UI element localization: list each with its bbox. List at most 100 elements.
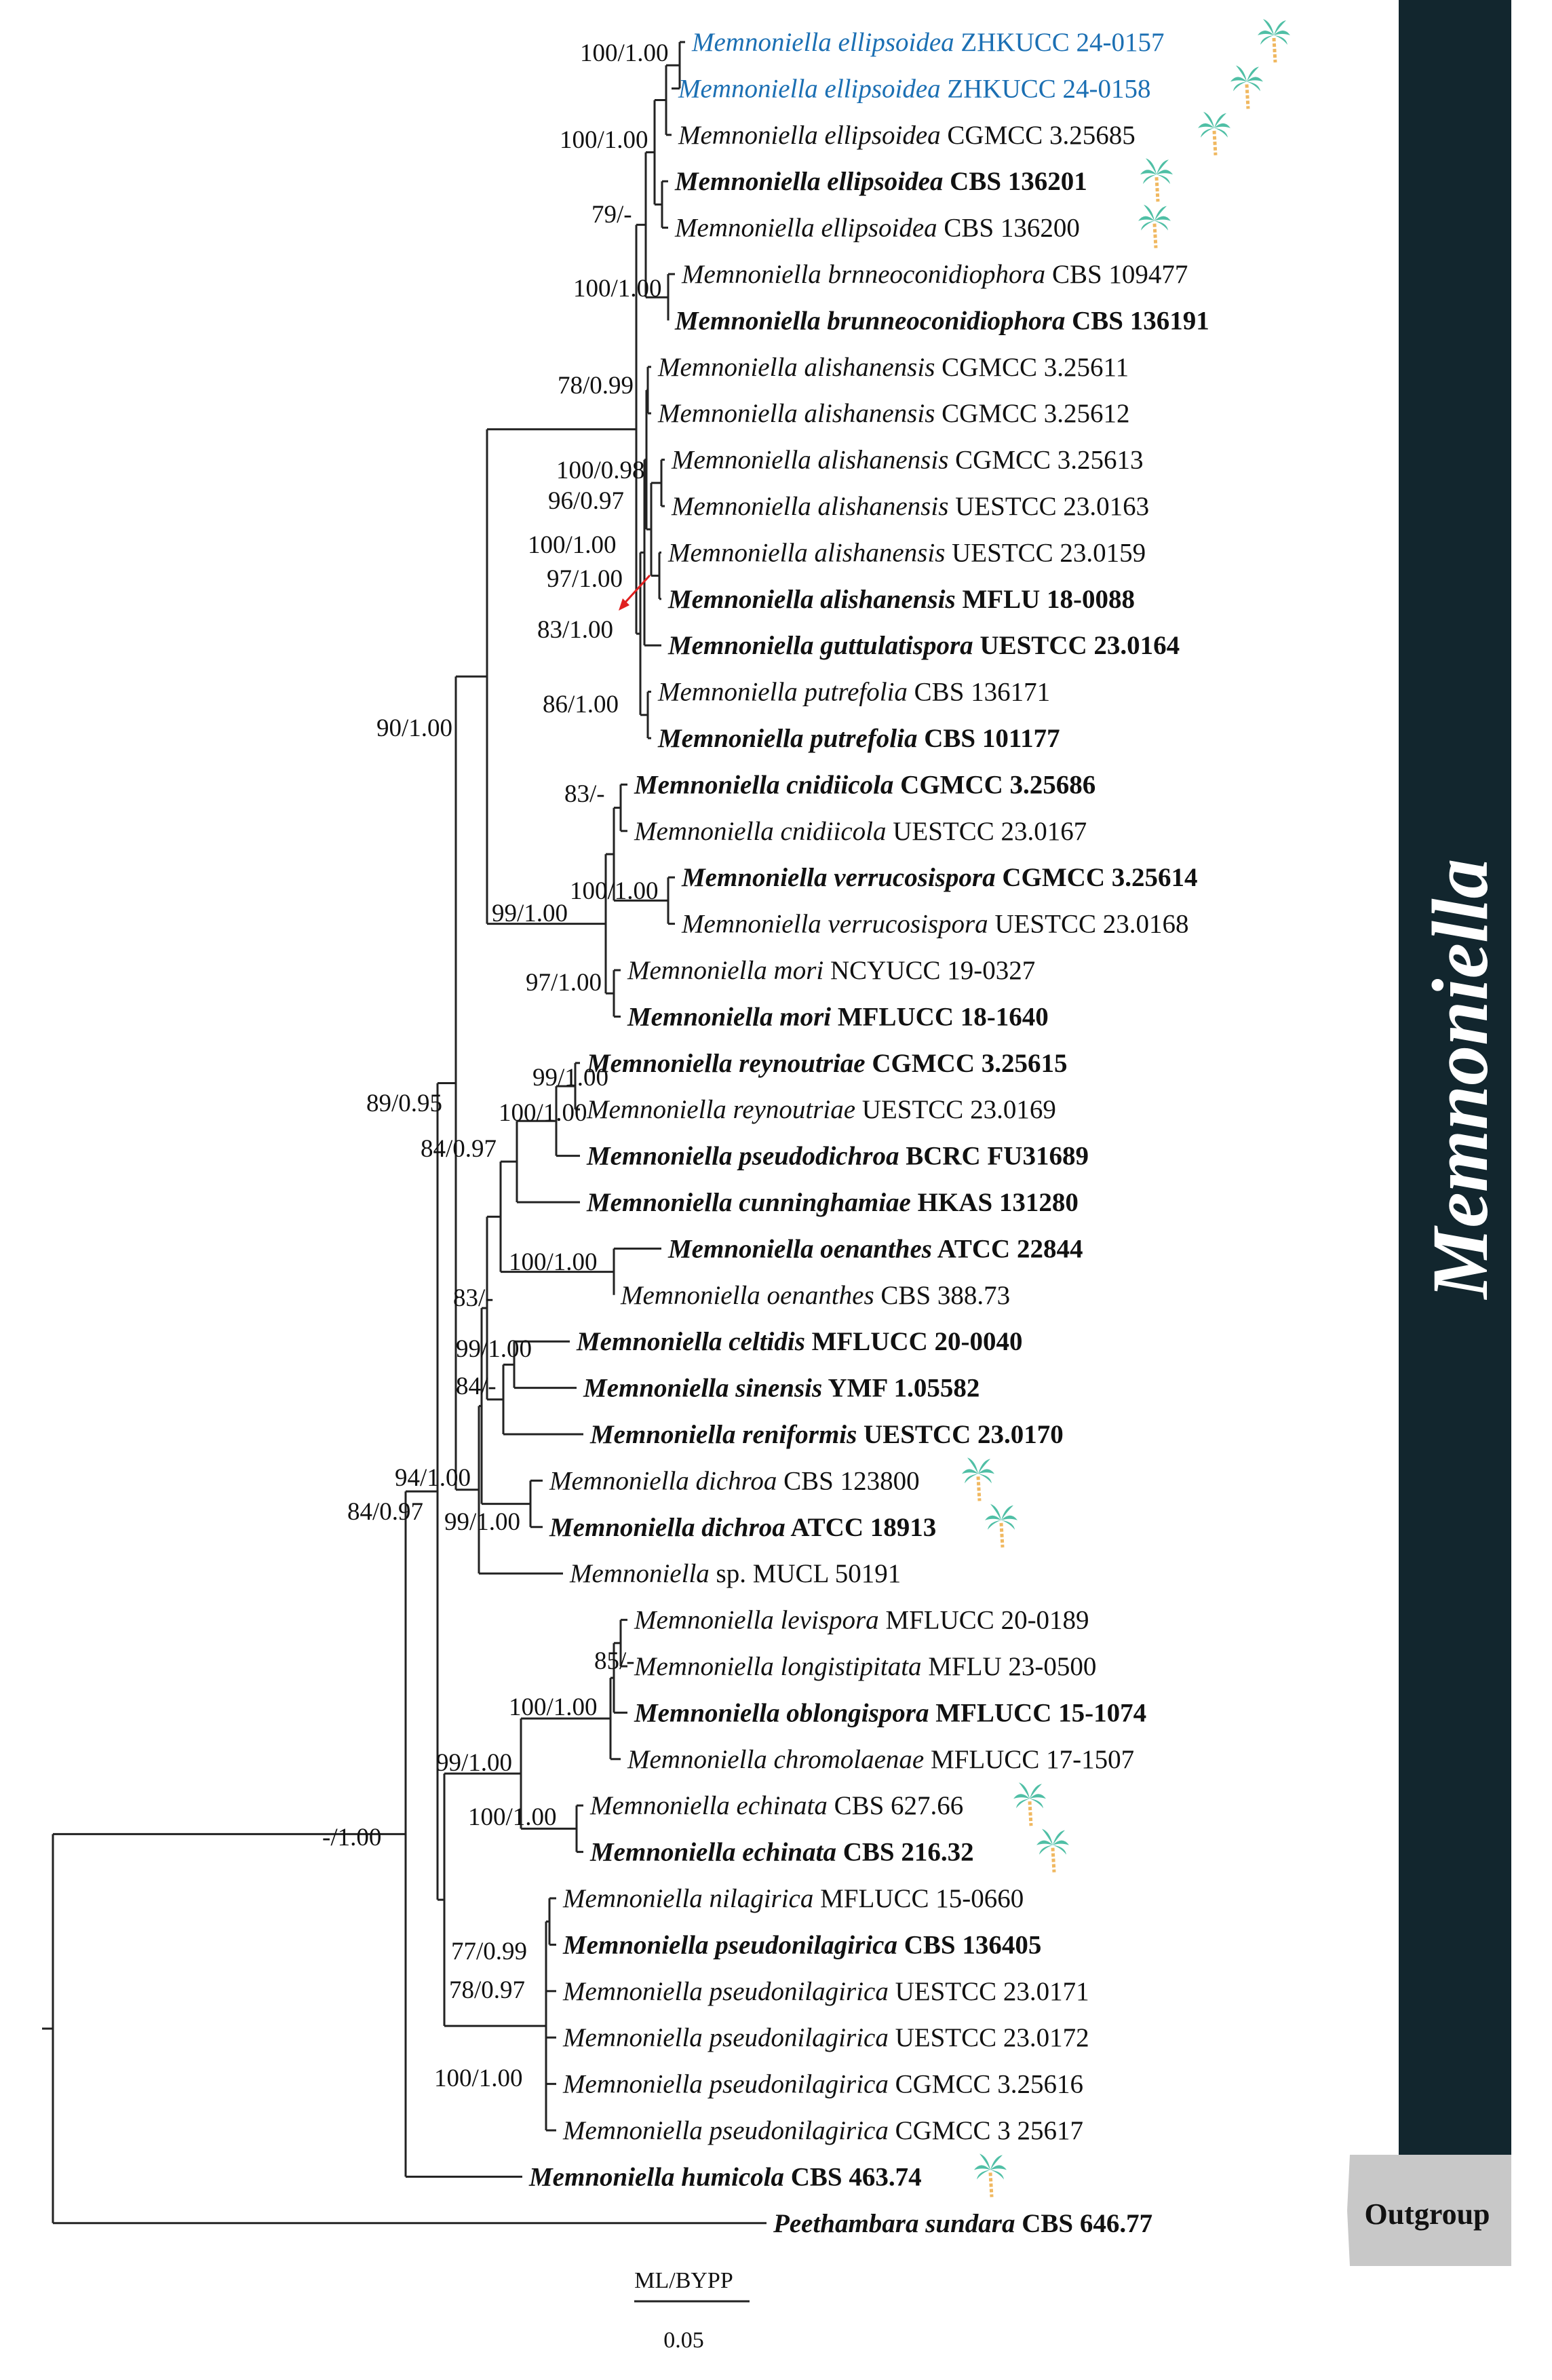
support-value: 100/1.00 bbox=[499, 1099, 587, 1127]
taxon-label: Peethambara sundara CBS 646.77 bbox=[773, 2209, 1152, 2238]
support-value: 83/1.00 bbox=[537, 616, 613, 644]
taxon-species: Memnoniella verrucosispora bbox=[681, 910, 988, 939]
taxon-species: Memnoniella sinensis bbox=[583, 1374, 822, 1403]
taxon-code: CBS 109477 bbox=[1045, 260, 1188, 289]
taxon-code: CBS 388.73 bbox=[874, 1281, 1010, 1310]
taxon-code: CBS 463.74 bbox=[784, 2162, 922, 2191]
support-value: 97/1.00 bbox=[526, 969, 602, 997]
taxon-code: MFLUCC 15-1074 bbox=[929, 1698, 1146, 1727]
taxon-label: Memnoniella alishanensis CGMCC 3.25613 bbox=[671, 446, 1144, 475]
palm-tree-icon bbox=[1138, 204, 1171, 248]
taxon-species: Memnoniella alishanensis bbox=[667, 538, 945, 567]
support-value: 100/1.00 bbox=[573, 275, 662, 303]
scale-title: ML/BYPP bbox=[634, 2268, 733, 2293]
support-value: 84/- bbox=[456, 1373, 497, 1400]
taxon-code: UESTCC 23.0170 bbox=[857, 1420, 1063, 1449]
taxon-code: CBS 646.77 bbox=[1015, 2209, 1152, 2238]
taxon-species: Memnoniella ellipsoidea bbox=[674, 214, 937, 243]
taxon-code: CBS 136171 bbox=[908, 678, 1050, 707]
taxon-code: ZHKUCC 24-0157 bbox=[954, 28, 1165, 57]
taxon-species: Memnoniella longistipitata bbox=[634, 1652, 922, 1681]
tree-branches bbox=[42, 41, 767, 2225]
taxon-code: MFLU 23-0500 bbox=[922, 1652, 1097, 1681]
taxon-species: Memnoniella alishanensis bbox=[671, 446, 948, 475]
support-value: 79/- bbox=[591, 201, 632, 229]
taxon-label: Memnoniella brunneoconidiophora CBS 1361… bbox=[674, 306, 1209, 335]
taxon-species: Memnoniella cnidiicola bbox=[634, 770, 893, 799]
taxon-species: Memnoniella dichroa bbox=[549, 1466, 777, 1495]
taxon-code: ATCC 18913 bbox=[785, 1513, 936, 1542]
taxon-label: Memnoniella alishanensis CGMCC 3.25611 bbox=[657, 353, 1129, 382]
palm-tree-icon bbox=[1036, 1828, 1069, 1873]
taxon-label: Memnoniella pseudonilagirica UESTCC 23.0… bbox=[562, 1977, 1089, 2006]
taxon-code: CGMCC 3.25613 bbox=[948, 446, 1143, 475]
support-value: 84/0.97 bbox=[421, 1135, 497, 1163]
taxon-code: CBS 627.66 bbox=[828, 1791, 963, 1820]
red-arrow bbox=[621, 574, 651, 607]
taxon-species: Memnoniella dichroa bbox=[549, 1513, 785, 1542]
support-value: 96/0.97 bbox=[548, 487, 624, 515]
palm-tree-icon bbox=[1230, 65, 1263, 109]
support-value: -/1.00 bbox=[322, 1824, 381, 1851]
palm-tree-icon bbox=[1140, 158, 1173, 202]
taxon-code: MUCL 50191 bbox=[746, 1559, 901, 1588]
outgroup-box bbox=[1347, 2155, 1511, 2266]
taxon-label: Memnoniella oblongispora MFLUCC 15-1074 bbox=[634, 1698, 1146, 1727]
taxon-species: Memnoniella alishanensis bbox=[657, 353, 935, 382]
taxon-label: Memnoniella verrucosispora UESTCC 23.016… bbox=[681, 910, 1188, 939]
clade-bar bbox=[1399, 0, 1511, 2155]
taxon-species: Memnoniella oenanthes bbox=[667, 1234, 932, 1263]
taxon-code: CGMCC 3.25686 bbox=[893, 770, 1095, 799]
outgroup-label: Outgroup bbox=[1364, 2197, 1490, 2231]
taxon-code: MFLU 18-0088 bbox=[956, 585, 1135, 614]
taxon-label: Memnoniella ellipsoidea ZHKUCC 24-0157 bbox=[691, 28, 1165, 57]
taxon-label: Memnoniella cnidiicola CGMCC 3.25686 bbox=[634, 770, 1095, 799]
taxon-code: UESTCC 23.0168 bbox=[988, 910, 1189, 939]
taxon-species: Memnoniella oenanthes bbox=[620, 1281, 874, 1310]
taxon-label: Memnoniella alishanensis UESTCC 23.0163 bbox=[671, 492, 1149, 521]
taxon-label: Memnoniella pseudonilagirica CBS 136405 bbox=[562, 1930, 1041, 1959]
taxon-code: CGMCC 3.25614 bbox=[996, 863, 1198, 892]
taxon-code: UESTCC 23.0159 bbox=[945, 538, 1146, 567]
taxon-label: Memnoniella oenanthes ATCC 22844 bbox=[667, 1234, 1083, 1263]
taxon-code: UESTCC 23.0171 bbox=[889, 1977, 1089, 2006]
taxon-species: Memnoniella ellipsoidea bbox=[691, 28, 954, 57]
taxon-label: Memnoniella verrucosispora CGMCC 3.25614 bbox=[681, 863, 1198, 892]
support-value: 85/- bbox=[594, 1647, 635, 1675]
taxon-code: CBS 136200 bbox=[937, 214, 1080, 243]
taxon-label: Memnoniella pseudonilagirica CGMCC 3 256… bbox=[562, 2116, 1083, 2145]
taxon-species: Memnoniella ellipsoidea bbox=[678, 121, 941, 150]
taxon-species: Memnoniella oblongispora bbox=[634, 1698, 929, 1727]
taxon-code: CBS 123800 bbox=[777, 1466, 919, 1495]
taxon-label: Memnoniella pseudonilagirica CGMCC 3.256… bbox=[562, 2070, 1083, 2099]
taxon-species: Memnoniella pseudodichroa bbox=[586, 1142, 899, 1171]
taxon-species: Memnoniella guttulatispora bbox=[667, 631, 973, 660]
taxon-code: YMF 1.05582 bbox=[822, 1374, 979, 1403]
taxon-code: CGMCC 3.25615 bbox=[866, 1049, 1068, 1078]
support-value: 100/1.00 bbox=[570, 877, 659, 905]
taxon-label: Memnoniella alishanensis CGMCC 3.25612 bbox=[657, 399, 1130, 428]
support-value: 84/0.97 bbox=[347, 1498, 423, 1526]
taxon-label: Memnoniella levispora MFLUCC 20-0189 bbox=[634, 1606, 1089, 1635]
taxon-species: Memnoniella pseudonilagirica bbox=[562, 2116, 889, 2145]
taxon-label: Memnoniella ellipsoidea CGMCC 3.25685 bbox=[678, 121, 1136, 150]
taxon-label: Memnoniella sp. MUCL 50191 bbox=[569, 1559, 901, 1588]
taxon-label: Memnoniella nilagirica MFLUCC 15-0660 bbox=[562, 1884, 1024, 1913]
taxon-species: Memnoniella pseudonilagirica bbox=[562, 1977, 889, 2006]
taxon-label: Memnoniella guttulatispora UESTCC 23.016… bbox=[667, 631, 1180, 660]
taxon-code: UESTCC 23.0163 bbox=[948, 492, 1149, 521]
taxon-label: Memnoniella pseudodichroa BCRC FU31689 bbox=[586, 1142, 1089, 1171]
support-value: 100/1.00 bbox=[509, 1248, 598, 1276]
taxon-label: Memnoniella mori NCYUCC 19-0327 bbox=[627, 956, 1035, 985]
taxon-label: Memnoniella alishanensis MFLU 18-0088 bbox=[667, 585, 1135, 614]
taxon-species: Memnoniella humicola bbox=[528, 2162, 784, 2191]
taxon-label: Memnoniella reynoutriae UESTCC 23.0169 bbox=[586, 1095, 1056, 1124]
support-value: 94/1.00 bbox=[395, 1464, 471, 1492]
palm-tree-icon bbox=[962, 1457, 994, 1501]
taxon-code: CBS 136201 bbox=[943, 167, 1087, 196]
taxon-species: Memnoniella cunninghamiae bbox=[586, 1188, 911, 1217]
taxon-species: Memnoniella pseudonilagirica bbox=[562, 1930, 897, 1959]
taxon-code: CBS 101177 bbox=[917, 724, 1060, 753]
